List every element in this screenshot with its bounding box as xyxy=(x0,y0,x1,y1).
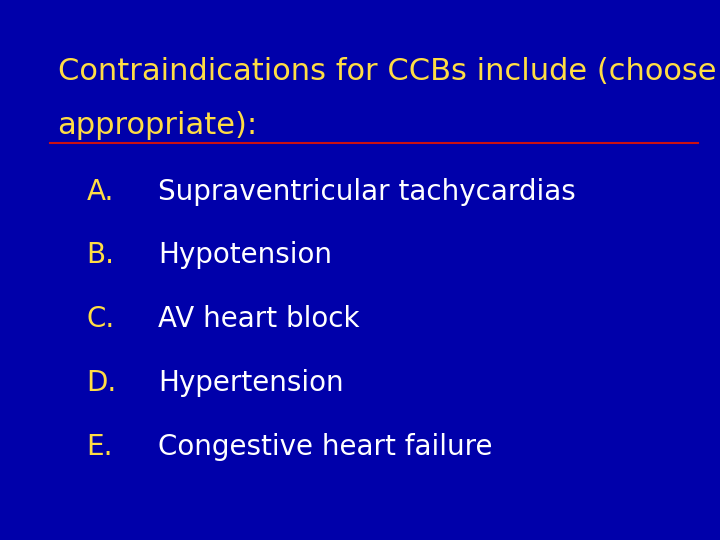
Text: B.: B. xyxy=(86,241,114,269)
Text: A.: A. xyxy=(86,178,114,206)
Text: Contraindications for CCBs include (choose all: Contraindications for CCBs include (choo… xyxy=(58,57,720,86)
Text: E.: E. xyxy=(86,433,113,461)
Text: AV heart block: AV heart block xyxy=(158,305,360,333)
Text: Supraventricular tachycardias: Supraventricular tachycardias xyxy=(158,178,576,206)
Text: C.: C. xyxy=(86,305,114,333)
Text: Hypotension: Hypotension xyxy=(158,241,333,269)
Text: D.: D. xyxy=(86,369,117,397)
Text: appropriate):: appropriate): xyxy=(58,111,258,140)
Text: Congestive heart failure: Congestive heart failure xyxy=(158,433,493,461)
Text: Hypertension: Hypertension xyxy=(158,369,344,397)
